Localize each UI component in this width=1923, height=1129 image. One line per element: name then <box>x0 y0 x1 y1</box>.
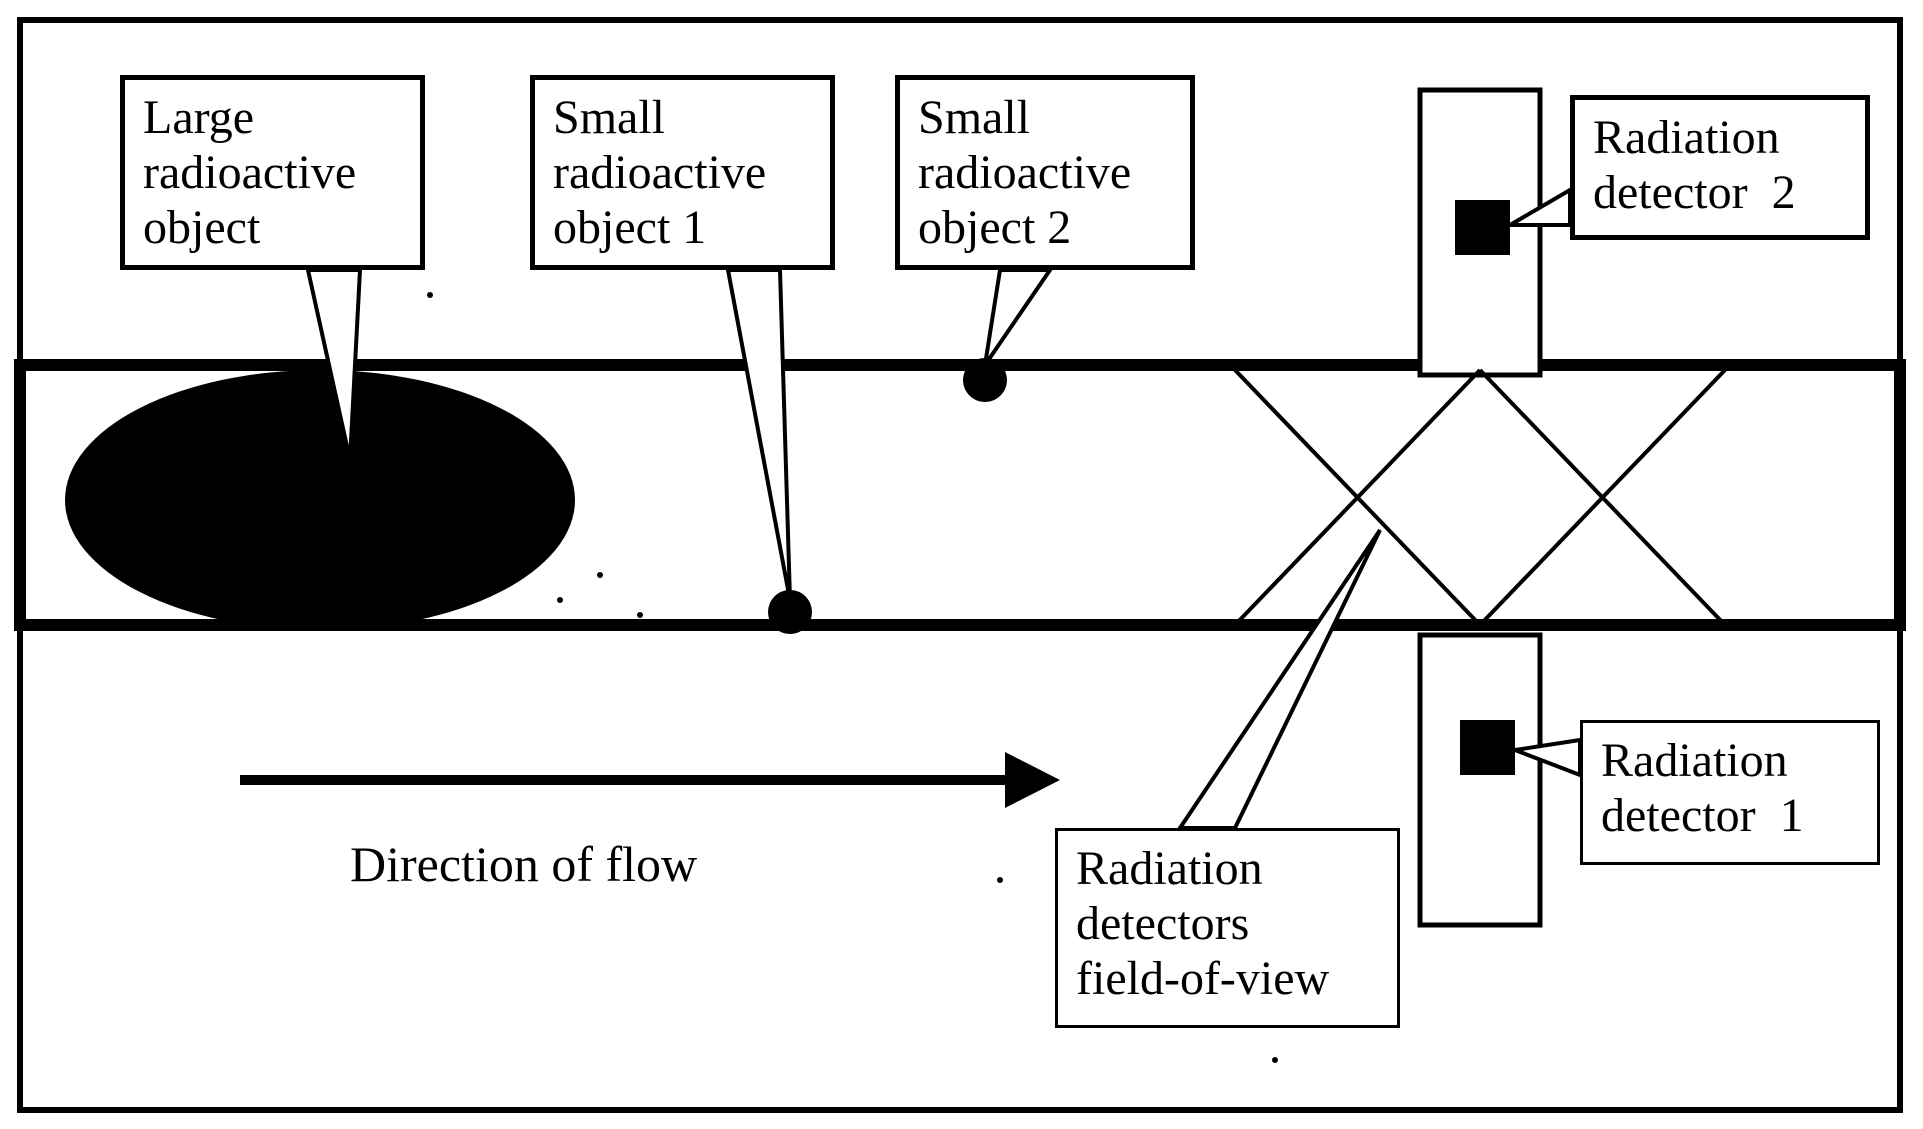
label-small-object-2: Small radioactive object 2 <box>895 75 1195 270</box>
label-text: detector 2 <box>1593 165 1847 220</box>
pointer-small2 <box>985 270 1050 365</box>
detector-1-housing <box>1420 635 1540 925</box>
label-text: Small <box>918 90 1172 145</box>
label-fov: Radiation detectors field-of-view <box>1055 828 1400 1028</box>
large-radioactive-object <box>65 370 575 630</box>
label-text: Large <box>143 90 402 145</box>
label-text: Radiation <box>1601 733 1859 788</box>
label-detector-1: Radiation detector 1 <box>1580 720 1880 865</box>
pointer-small1 <box>728 270 790 600</box>
label-text: object <box>143 200 402 255</box>
label-text: object 1 <box>553 200 812 255</box>
detector-2-sensor <box>1455 200 1510 255</box>
label-text: field-of-view <box>1076 951 1379 1006</box>
fov-cones <box>1235 370 1725 625</box>
flow-arrow <box>240 752 1060 808</box>
label-text: object 2 <box>918 200 1172 255</box>
label-text: Small <box>553 90 812 145</box>
label-text: radioactive <box>918 145 1172 200</box>
label-text: detector 1 <box>1601 788 1859 843</box>
detector-1-sensor <box>1460 720 1515 775</box>
label-large-object: Large radioactive object <box>120 75 425 270</box>
diagram-canvas: Large radioactive object Small radioacti… <box>0 0 1923 1129</box>
flow-direction-text: Direction of flow <box>350 835 697 893</box>
label-text: radioactive <box>553 145 812 200</box>
label-text: Radiation <box>1076 841 1379 896</box>
label-detector-2: Radiation detector 2 <box>1570 95 1870 240</box>
label-text: radioactive <box>143 145 402 200</box>
label-text: detectors <box>1076 896 1379 951</box>
label-text: Radiation <box>1593 110 1847 165</box>
label-small-object-1: Small radioactive object 1 <box>530 75 835 270</box>
pointer-fov <box>1180 530 1380 828</box>
